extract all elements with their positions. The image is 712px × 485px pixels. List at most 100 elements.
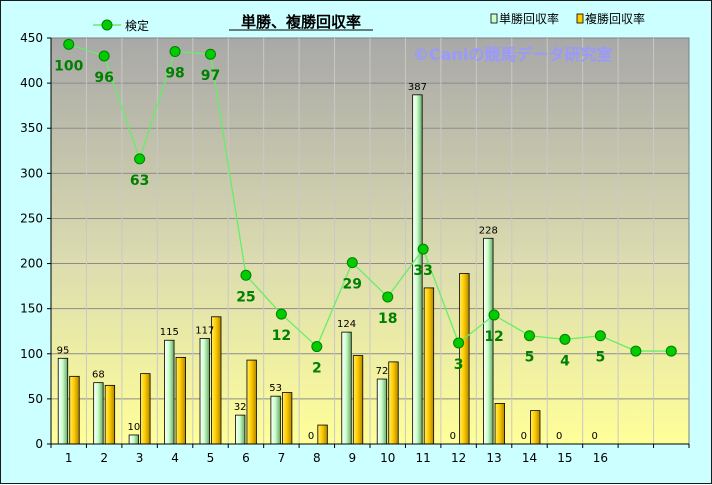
bar-tansho-label: 0 <box>521 431 527 442</box>
kentei-label: 4 <box>560 353 570 369</box>
bar-tansho <box>341 331 352 445</box>
bar-tansho <box>235 414 246 445</box>
kentei-point <box>205 48 216 60</box>
kentei-point <box>559 333 571 345</box>
bar-fukusho <box>352 355 364 445</box>
y-tick-label: 250 <box>20 211 43 225</box>
legend-tansho: 単勝回収率 <box>490 11 559 26</box>
chart-title: 単勝、複勝回収率 <box>241 13 361 31</box>
x-tick-label: 9 <box>348 451 356 465</box>
x-tick-label: 5 <box>207 451 215 465</box>
bars-group <box>57 94 541 445</box>
kentei-point <box>311 341 323 353</box>
kentei-label: 5 <box>596 350 606 366</box>
kentei-point <box>630 345 642 357</box>
x-tick-label: 12 <box>451 451 466 465</box>
kentei-label: 98 <box>165 66 184 82</box>
kentei-point <box>346 257 358 269</box>
bar-tansho <box>199 338 210 445</box>
bar-tansho-label: 95 <box>57 345 70 356</box>
kentei-point <box>98 50 110 62</box>
kentei-point <box>134 153 146 165</box>
legend-fukusho-swatch <box>576 13 584 24</box>
bar-tansho-label: 68 <box>92 370 105 381</box>
kentei-label: 63 <box>130 173 149 189</box>
bar-tansho <box>270 395 281 445</box>
kentei-point <box>169 46 181 58</box>
bar-tansho-label: 228 <box>479 225 498 236</box>
kentei-label: 5 <box>525 350 535 366</box>
y-tick-label: 350 <box>20 121 43 135</box>
bar-tansho <box>164 339 175 445</box>
x-tick-label: 16 <box>593 451 608 465</box>
bar-tansho-label: 32 <box>234 402 247 413</box>
bar-tansho <box>57 357 69 445</box>
bar-fukusho <box>175 356 186 445</box>
bar-tansho-label: 0 <box>450 431 456 442</box>
kentei-label: 3 <box>454 357 464 373</box>
y-tick-label: 200 <box>20 257 43 271</box>
bar-fukusho <box>69 375 80 445</box>
bar-tansho-label: 0 <box>591 431 597 442</box>
x-tick-label: 13 <box>486 451 501 465</box>
y-tick-label: 50 <box>28 392 43 406</box>
bar-fukusho <box>104 384 116 445</box>
kentei-label: 97 <box>201 68 220 84</box>
x-tick-label: 7 <box>278 451 286 465</box>
x-tick-label: 8 <box>313 451 321 465</box>
legend-kentei-label: 検定 <box>125 18 149 33</box>
bar-tansho <box>93 382 104 445</box>
kentei-point <box>63 38 75 50</box>
x-tick-label: 3 <box>136 451 144 465</box>
x-tick-label: 6 <box>242 451 250 465</box>
bar-fukusho <box>530 410 541 445</box>
kentei-point <box>275 308 287 320</box>
bar-tansho-label: 10 <box>127 422 140 433</box>
bar-fukusho <box>140 373 151 445</box>
legend-kentei-marker <box>101 19 113 31</box>
kentei-label: 96 <box>94 70 113 86</box>
x-tick-label: 14 <box>522 451 537 465</box>
y-tick-label: 150 <box>20 302 43 316</box>
legend-fukusho: 複勝回収率 <box>576 11 645 26</box>
bar-fukusho <box>317 424 328 445</box>
legend-kentei: 検定 <box>93 18 149 33</box>
legend-tansho-swatch <box>490 13 498 24</box>
y-tick-label: 400 <box>20 76 43 90</box>
kentei-point <box>382 291 394 303</box>
kentei-point <box>594 330 606 342</box>
y-tick-label: 100 <box>20 347 43 361</box>
kentei-label: 12 <box>272 328 291 344</box>
kentei-label: 25 <box>236 289 255 305</box>
bar-tansho-label: 124 <box>337 319 356 330</box>
kentei-label: 29 <box>343 277 362 293</box>
x-tick-label: 1 <box>65 451 73 465</box>
bar-tansho-label: 115 <box>160 327 179 338</box>
x-tick-label: 4 <box>171 451 179 465</box>
kentei-point <box>488 309 500 321</box>
kentei-point <box>665 345 677 357</box>
kentei-label: 100 <box>54 58 83 74</box>
bar-fukusho <box>281 392 293 445</box>
bar-fukusho <box>494 402 505 445</box>
kentei-label: 18 <box>378 311 397 327</box>
y-tick-label: 300 <box>20 166 43 180</box>
kentei-point <box>453 337 465 349</box>
x-tick-label: 10 <box>380 451 395 465</box>
y-tick-label: 0 <box>35 437 43 451</box>
legend-fukusho-label: 複勝回収率 <box>585 11 645 26</box>
bar-fukusho <box>388 361 399 445</box>
bar-tansho-label: 117 <box>195 325 214 336</box>
bar-tansho <box>376 378 388 445</box>
bar-tansho <box>128 434 140 445</box>
kentei-label: 2 <box>312 361 322 377</box>
bar-tansho-label: 53 <box>269 383 282 394</box>
bar-fukusho <box>423 287 435 445</box>
x-tick-label: 2 <box>100 451 108 465</box>
kentei-point <box>417 243 429 255</box>
